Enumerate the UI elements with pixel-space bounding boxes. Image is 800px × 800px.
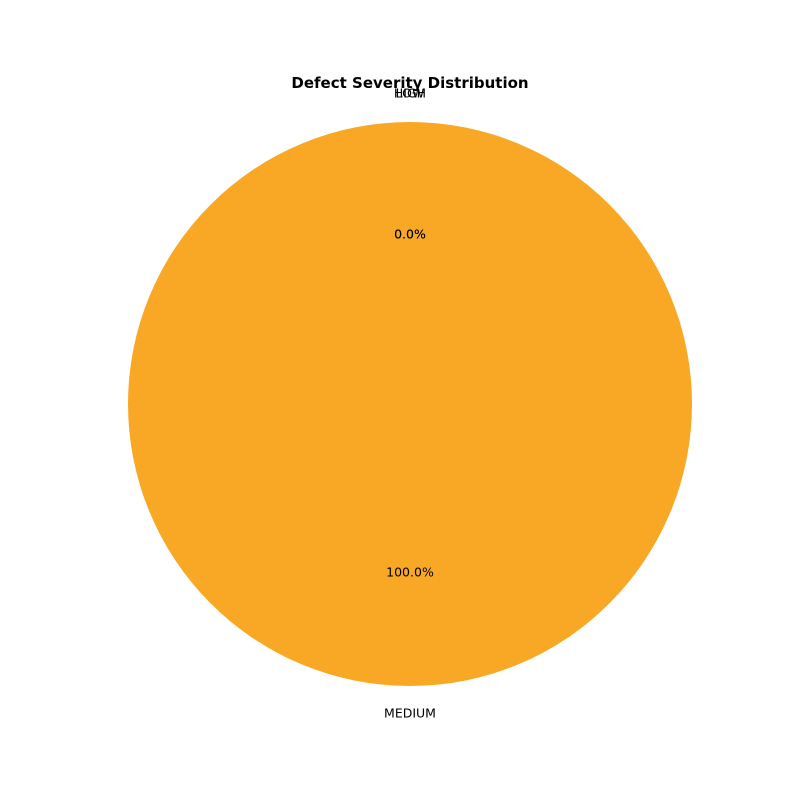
slice-pct-label-low: 0.0% [394, 226, 426, 241]
chart-title: Defect Severity Distribution [291, 74, 528, 92]
slice-label-low: LOW [396, 85, 425, 100]
slice-pct-label-high: 0.0% [394, 226, 426, 241]
slice-label-medium: MEDIUM [384, 706, 436, 721]
slice-pct-label-medium: 100.0% [386, 565, 434, 580]
slice-label-high: HIGH [394, 85, 426, 100]
pie-slice-medium [128, 122, 692, 686]
slices-layer [128, 122, 692, 686]
